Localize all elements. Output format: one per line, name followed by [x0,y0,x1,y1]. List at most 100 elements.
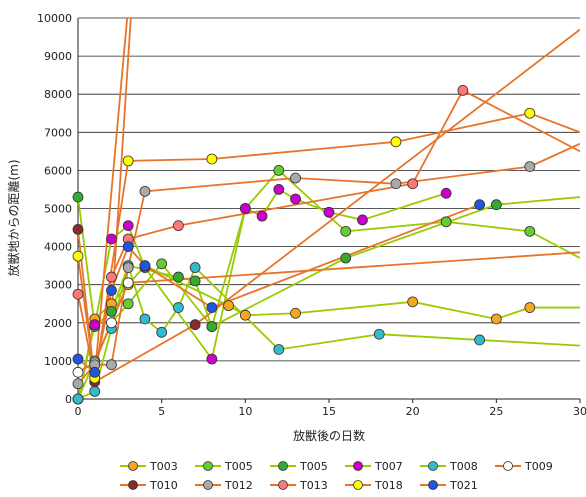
data-point-t007 [440,187,452,199]
data-point-t009 [122,277,134,289]
data-point-t007 [89,319,101,331]
data-point-t021 [89,366,101,378]
data-point-t003 [524,302,536,313]
data-point-t005 [340,225,352,237]
data-point-t005 [340,252,352,264]
data-point-t007 [122,220,134,232]
legend-marker [203,461,213,471]
y-tick-label: 4000 [44,241,72,254]
legend-marker [428,461,438,471]
legend-label: T010 [149,479,178,492]
legend-marker [428,480,438,490]
data-point-t005 [189,275,201,287]
series-group [78,18,580,399]
data-point-t005 [106,305,117,317]
data-point-t018 [206,153,218,165]
legend-label: T018 [374,479,403,492]
data-point-t008 [273,344,285,355]
series-line-t013 [78,89,580,379]
data-point-t005 [206,321,218,333]
legend-marker [128,480,138,490]
data-point-t012 [106,359,117,371]
legend: T003 T005 T005 T007 T008 T009 T010 T012 T013 T018… [120,460,553,492]
legend-label: T005 [224,460,253,473]
y-axis-label: 放獣地からの距離(m) [6,159,21,276]
legend-marker [503,461,513,471]
data-point-t012 [524,161,536,172]
legend-item-t010: T010 [120,479,178,492]
legend-marker [278,480,288,490]
data-point-t012 [390,178,402,190]
x-axis-label: 放獣後の日数 [293,428,365,443]
data-point-t021 [122,241,134,253]
data-point-t013 [106,271,117,283]
legend-item-t008: T008 [420,460,478,473]
y-tick-label: 9000 [44,50,72,63]
data-point-t008 [172,302,184,313]
overflow-line [93,18,129,377]
legend-marker [203,480,213,490]
data-point-t018 [524,107,536,119]
data-point-t012 [139,185,151,197]
data-point-t021 [139,260,151,272]
legend-label: T007 [374,460,403,473]
data-point-t003 [490,313,502,325]
data-point-t008 [373,328,385,340]
data-point-t005 [490,199,502,211]
data-point-t021 [106,285,117,296]
data-point-t007 [290,193,301,205]
legend-item-t018: T018 [345,479,403,492]
y-tick-labels: 0 1000 2000 3000 4000 5000 6000 7000 8000 9000 100… [37,12,72,406]
legend-item-t003: T003 [120,460,178,473]
data-point-t007 [239,203,251,214]
legend-item-t007: T007 [345,460,403,473]
data-point-t003 [290,307,301,319]
data-point-t021 [72,353,84,365]
series-line-t003 [78,264,580,399]
x-tick-labels: 0 5 10 15 20 25 30 [75,405,586,418]
data-point-t010 [72,224,84,235]
y-tick-label: 10000 [37,12,72,25]
x-tick-label: 10 [238,405,252,418]
data-point-t008 [89,385,101,397]
legend-label: T008 [449,460,478,473]
data-point-t007 [206,353,218,365]
data-point-t008 [72,393,84,405]
data-point-t003 [407,296,419,308]
y-tick-label: 5000 [44,203,72,216]
data-point-t013 [172,220,184,232]
data-point-t003 [223,300,235,312]
x-tick-label: 15 [322,405,336,418]
data-point-t018 [390,136,402,148]
x-tick-label: 0 [75,405,82,418]
data-point-t005 [172,271,184,283]
data-point-t009 [106,317,117,329]
data-point-t008 [189,262,201,273]
data-point-t005 [122,298,134,310]
data-point-t007 [106,233,117,245]
data-point-t007 [357,214,368,226]
legend-marker [353,480,363,490]
data-point-t003 [239,309,251,321]
legend-item-t005: T005 [270,460,328,473]
legend-item-t012: T012 [195,479,253,492]
overflow-line [110,18,132,316]
legend-item-t021: T021 [420,479,478,492]
y-tick-label: 2000 [44,317,72,330]
x-tick-label: 20 [406,405,420,418]
data-point-t005 [156,258,168,270]
data-point-t021 [206,302,218,313]
x-tick-label: 25 [489,405,503,418]
y-tick-label: 6000 [44,164,72,177]
data-point-t018 [72,250,84,262]
data-point-t007 [256,210,268,222]
legend-marker [353,461,363,471]
data-point-t012 [290,172,301,184]
markers-group [72,84,536,405]
data-point-t018 [122,155,134,167]
data-point-t012 [72,378,84,390]
data-point-t008 [156,326,168,338]
data-point-t013 [72,288,84,300]
legend-label: T013 [299,479,328,492]
